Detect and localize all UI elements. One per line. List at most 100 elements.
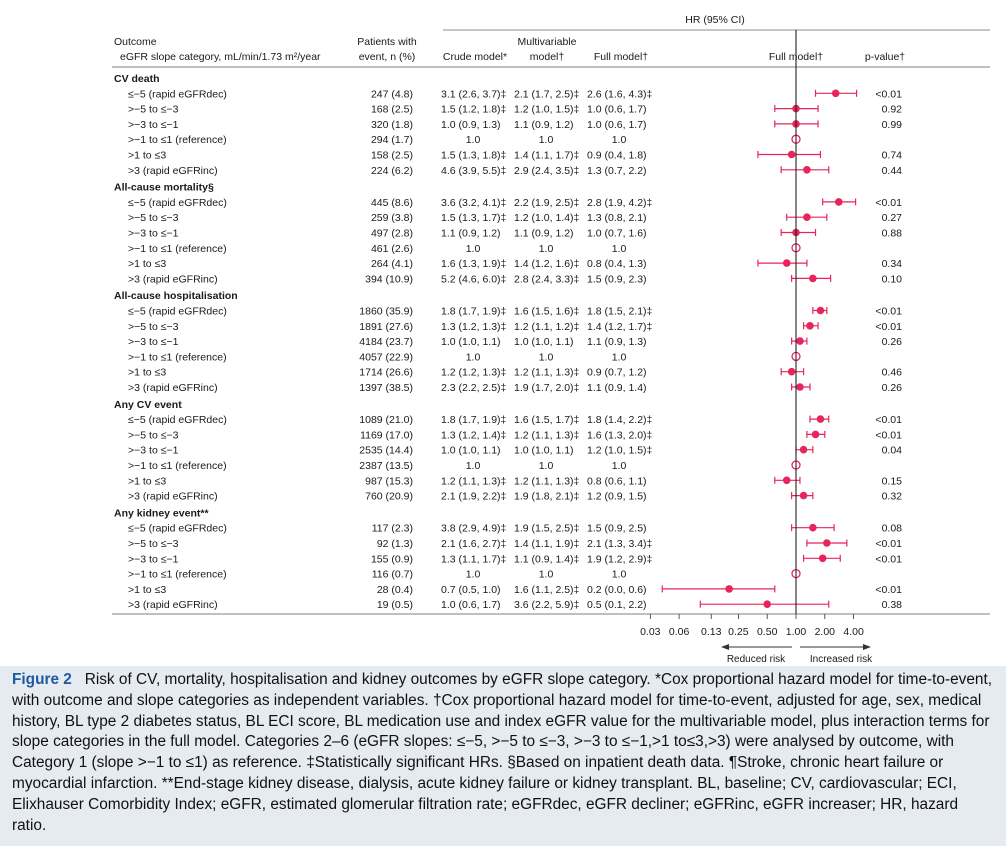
row-patients: 294 (1.7) [371,134,413,146]
table-rows: CV death ≤−5 (rapid eGFRdec) 247 (4.8) 3.1 … [114,73,902,611]
group-title: Any kidney event** [114,507,209,519]
table-row: ≤−5 (rapid eGFRdec) 1860 (35.9) 1.8 (1.7, … [128,306,902,318]
row-multivariable-hr: 1.2 (1.1, 1.3)‡ [514,475,580,487]
hr-point [816,415,825,423]
row-full-hr: 1.5 (0.9, 2.3) [587,273,647,285]
row-category: >1 to ≤3 [128,367,166,379]
row-pvalue: 0.04 [882,445,903,457]
row-full-hr: 1.3 (0.7, 2.2) [587,165,647,177]
row-category: >1 to ≤3 [128,584,166,596]
row-patients: 19 (0.5) [377,599,413,611]
row-multivariable-hr: 1.0 [539,351,554,363]
table-row: ≤−5 (rapid eGFRdec) 1089 (21.0) 1.8 (1.7, … [128,414,902,426]
table-row: >1 to ≤3 1714 (26.6) 1.2 (1.2, 1.3)‡ 1.2 (1… [128,367,902,379]
row-full-hr: 1.8 (1.4, 2.2)‡ [587,414,653,426]
row-patients: 247 (4.8) [371,88,413,100]
forest-plot-figure: HR (95% CI) Outcome eGFR slope category,… [112,14,990,665]
row-crude-hr: 0.7 (0.5, 1.0) [441,584,501,596]
table-row: >1 to ≤3 28 (0.4) 0.7 (0.5, 1.0) 1.6 (1.1, … [128,584,902,596]
table-row: >−5 to ≤−3 168 (2.5) 1.5 (1.2, 1.8)‡ 1.2 (1… [128,104,902,116]
row-multivariable-hr: 1.9 (1.7, 2.0)‡ [514,382,580,394]
table-row: >3 (rapid eGFRinc) 760 (20.9) 2.1 (1.9, 2.… [128,491,902,503]
row-category: >3 (rapid eGFRinc) [128,165,218,177]
row-multivariable-hr: 2.1 (1.7, 2.5)‡ [514,88,580,100]
row-full-hr: 0.9 (0.7, 1.2) [587,367,647,379]
row-pvalue: <0.01 [875,538,902,550]
hr-point [816,306,825,315]
row-crude-hr: 3.1 (2.6, 3.7)‡ [441,88,507,100]
row-category: >−5 to ≤−3 [128,104,179,116]
row-category: >3 (rapid eGFRinc) [128,382,218,394]
row-category: >−5 to ≤−3 [128,429,179,441]
row-full-hr: 1.4 (1.2, 1.7)‡ [587,321,653,333]
row-full-hr: 0.2 (0.0, 0.6) [587,584,647,596]
row-multivariable-hr: 1.6 (1.5, 1.7)‡ [514,414,580,426]
hr-point [763,600,771,608]
row-pvalue: 0.34 [882,258,903,270]
row-multivariable-hr: 1.9 (1.5, 2.5)‡ [514,523,580,535]
table-row: ≤−5 (rapid eGFRdec) 445 (8.6) 3.6 (3.2, 4.… [128,197,902,209]
row-category: >−3 to ≤−1 [128,119,179,131]
row-multivariable-hr: 2.2 (1.9, 2.5)‡ [514,197,580,209]
hr-point [811,430,820,439]
x-tick-label: 0.25 [728,626,749,638]
row-category: >3 (rapid eGFRinc) [128,599,218,611]
row-full-hr: 1.2 (0.9, 1.5) [587,491,647,503]
table-row: ≤−5 (rapid eGFRdec) 117 (2.3) 3.8 (2.9, 4.… [128,523,902,535]
row-category: >3 (rapid eGFRinc) [128,491,218,503]
row-crude-hr: 1.2 (1.1, 1.3)‡ [441,475,507,487]
row-category: >−5 to ≤−3 [128,321,179,333]
row-multivariable-hr: 1.4 (1.1, 1.9)‡ [514,538,580,550]
hr-point [803,213,811,221]
row-crude-hr: 2.3 (2.2, 2.5)‡ [441,382,507,394]
group-title: CV death [114,73,160,85]
table-row: >−1 to ≤1 (reference) 2387 (13.5) 1.0 1.0 1.… [128,460,626,472]
reduced-risk-label: Reduced risk [727,654,786,665]
table-row: >−3 to ≤−1 2535 (14.4) 1.0 (1.0, 1.1) 1.0 (… [128,445,902,457]
row-crude-hr: 1.0 (0.9, 1.3) [441,119,501,131]
table-row: >−1 to ≤1 (reference) 294 (1.7) 1.0 1.0 1.0 [128,134,626,146]
hr-point [782,476,791,485]
row-pvalue: 0.38 [882,599,903,611]
row-patients: 264 (4.1) [371,258,413,270]
x-tick-label: 0.50 [757,626,778,638]
row-pvalue: 0.26 [882,382,903,394]
row-crude-hr: 1.3 (1.1, 1.7)‡ [441,553,507,565]
row-crude-hr: 2.1 (1.9, 2.2)‡ [441,491,507,503]
row-full-hr: 0.5 (0.1, 2.2) [587,599,647,611]
row-full-hr: 1.0 [612,243,627,255]
row-patients: 1089 (21.0) [359,414,413,426]
hr-point [834,198,843,206]
table-row: >−5 to ≤−3 92 (1.3) 2.1 (1.6, 2.7)‡ 1.4 (1.… [128,538,902,550]
row-category: ≤−5 (rapid eGFRdec) [128,414,227,426]
row-crude-hr: 1.0 [466,243,481,255]
row-patients: 2535 (14.4) [359,445,413,457]
x-tick-label: 2.00 [815,626,836,638]
caption-spacer [72,671,85,688]
table-row: >−5 to ≤−3 1891 (27.6) 1.3 (1.2, 1.3)‡ 1.2 … [128,321,902,333]
x-axis: 0.03 0.06 0.13 0.25 0.50 1.00 2.00 4.00 Reduced… [112,613,990,665]
row-crude-hr: 2.1 (1.6, 2.7)‡ [441,538,507,550]
row-full-hr: 1.3 (0.8, 2.1) [587,212,647,224]
figure-label: Figure 2 [12,671,72,688]
row-patients: 760 (20.9) [365,491,413,503]
table-row: >−5 to ≤−3 1169 (17.0) 1.3 (1.2, 1.4)‡ 1.2 … [128,429,902,441]
row-full-hr: 1.0 (0.6, 1.7) [587,119,647,131]
row-pvalue: 0.88 [882,228,903,240]
row-category: >−3 to ≤−1 [128,336,179,348]
row-multivariable-hr: 1.6 (1.1, 2.5)‡ [514,584,580,596]
table-row: >−3 to ≤−1 320 (1.8) 1.0 (0.9, 1.3) 1.1 (0.… [128,119,902,131]
row-multivariable-hr: 1.2 (1.1, 1.3)‡ [514,367,580,379]
hr-point [799,445,808,454]
row-full-hr: 1.0 [612,351,627,363]
row-crude-hr: 4.6 (3.9, 5.5)‡ [441,165,507,177]
row-category: >−1 to ≤1 (reference) [128,243,227,255]
row-pvalue: 0.26 [882,336,903,348]
row-multivariable-hr: 3.6 (2.2, 5.9)‡ [514,599,580,611]
patients-header-line2: event, n (%) [359,51,416,63]
row-patients: 116 (0.7) [372,569,413,581]
reduced-risk-arrowhead [721,644,729,650]
row-patients: 158 (2.5) [371,150,413,162]
row-category: ≤−5 (rapid eGFRdec) [128,197,227,209]
row-category: ≤−5 (rapid eGFRdec) [128,306,227,318]
